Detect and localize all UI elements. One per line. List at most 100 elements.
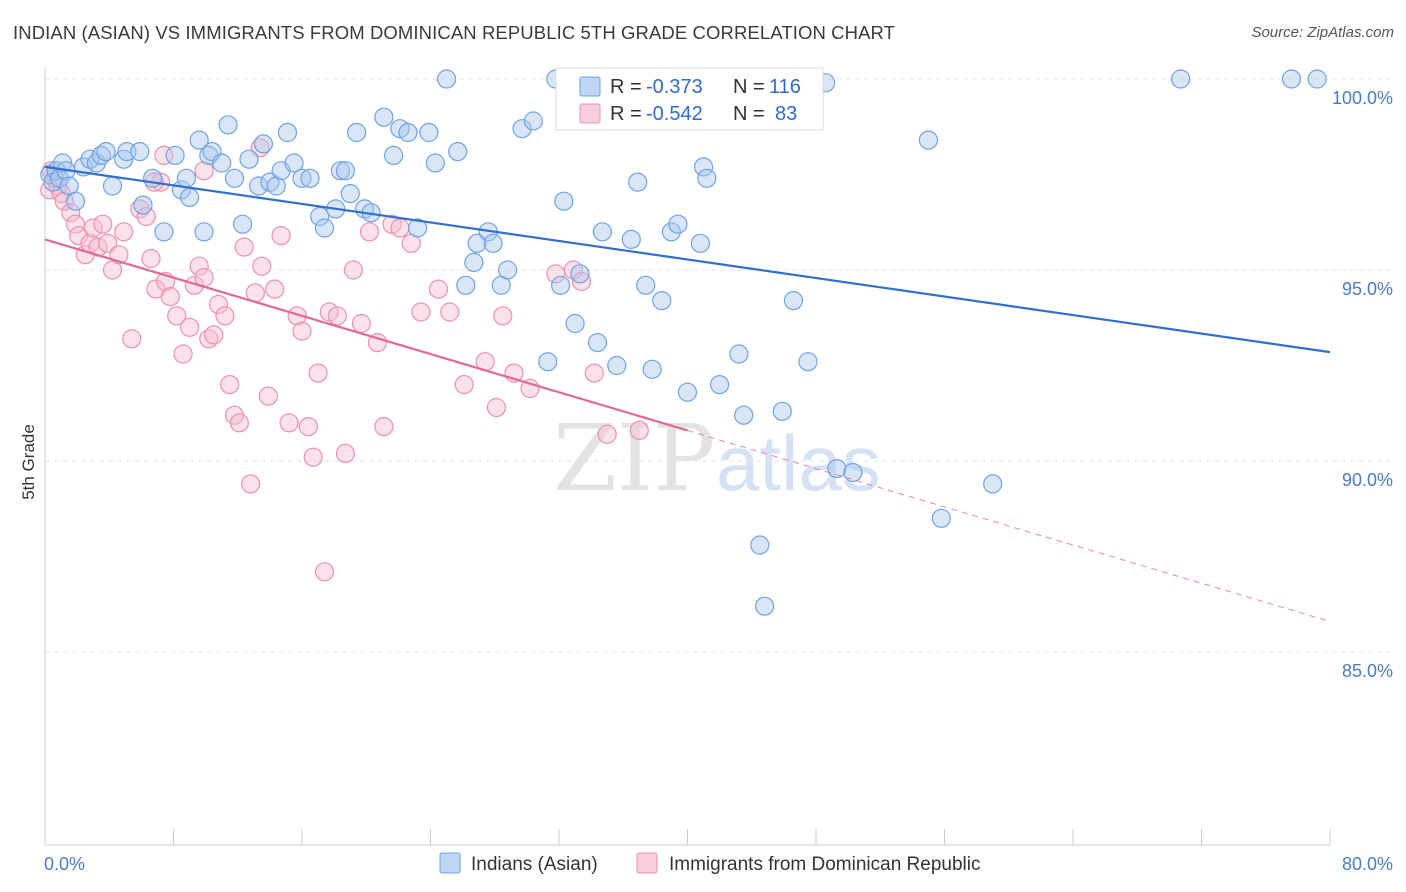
- y-tick-label-0: 100.0%: [1332, 88, 1393, 108]
- point-indian-67: [512, 119, 532, 139]
- point-dominican-35: [215, 306, 235, 326]
- point-dominican-6: [61, 203, 81, 223]
- point-indian-30: [224, 168, 245, 188]
- point-dominican-27: [173, 344, 193, 364]
- point-indian-82: [652, 291, 672, 311]
- x-tick-label-1: 80.0%: [1342, 854, 1393, 874]
- point-indian-52: [384, 145, 404, 165]
- point-dominican-33: [204, 325, 224, 345]
- point-indian-76: [592, 222, 613, 242]
- stats-n-value-blue: 116: [769, 76, 801, 98]
- point-indian-73: [565, 313, 585, 334]
- stats-r-value-blue: -0.373: [646, 76, 703, 98]
- trend-line-indian: [44, 165, 1331, 354]
- point-dominican-30: [189, 256, 209, 276]
- point-dominican-46: [279, 413, 299, 433]
- point-dominican-81: [194, 161, 214, 181]
- point-dominican-51: [308, 363, 328, 383]
- stats-n-label-pink: N =: [733, 103, 765, 125]
- point-indian-51: [374, 107, 394, 127]
- point-indian-88: [697, 168, 717, 188]
- point-dominican-69: [486, 397, 506, 418]
- point-indian-101: [931, 508, 951, 528]
- point-indian-81: [642, 359, 662, 379]
- point-dominican-29: [184, 275, 204, 295]
- point-indian-19: [154, 222, 174, 242]
- point-indian-45: [330, 161, 351, 181]
- point-dominican-21: [141, 248, 161, 269]
- point-indian-105: [1307, 69, 1327, 89]
- point-indian-64: [483, 233, 503, 253]
- point-indian-74: [570, 264, 590, 284]
- point-dominican-78: [629, 420, 649, 440]
- point-indian-31: [233, 214, 253, 234]
- point-indian-22: [176, 168, 196, 188]
- stats-r-label-pink: R =: [610, 103, 642, 125]
- point-indian-68: [523, 111, 543, 131]
- y-tick-label-3: 85.0%: [1342, 661, 1393, 681]
- point-indian-39: [284, 153, 304, 173]
- y-tick-label-1: 95.0%: [1342, 279, 1393, 299]
- point-dominican-18: [122, 329, 142, 349]
- point-indian-55: [408, 218, 428, 238]
- point-indian-85: [677, 382, 698, 402]
- point-indian-86: [690, 233, 711, 253]
- trend-extension-dominican: [687, 429, 1331, 622]
- point-indian-66: [498, 260, 518, 280]
- point-dominican-80: [154, 145, 174, 165]
- point-dominican-28: [180, 317, 200, 337]
- point-indian-89: [709, 375, 730, 395]
- point-dominican-26: [167, 306, 187, 326]
- watermark: ZIP atlas: [553, 405, 881, 512]
- legend-swatch-dominican: [636, 852, 658, 874]
- point-indian-103: [1170, 69, 1191, 89]
- point-indian-91: [734, 405, 754, 425]
- point-indian-93: [754, 596, 775, 616]
- point-indian-62: [467, 233, 487, 253]
- point-indian-90: [729, 344, 749, 364]
- x-tick-labels: 0.0% 80.0%: [44, 854, 1393, 874]
- point-indian-7: [65, 191, 86, 211]
- point-dominican-67: [454, 375, 474, 395]
- point-dominican-75: [571, 271, 592, 292]
- point-indian-32: [239, 149, 259, 169]
- point-indian-95: [783, 291, 804, 311]
- legend-label-dominican: Immigrants from Dominican Republic: [669, 854, 981, 875]
- axes: [44, 67, 1331, 846]
- point-dominican-40: [241, 474, 261, 494]
- point-dominican-65: [428, 279, 449, 299]
- y-tick-labels: 100.0% 95.0% 90.0% 85.0%: [1332, 88, 1393, 681]
- point-indian-58: [437, 69, 457, 89]
- point-indian-43: [314, 218, 335, 238]
- point-dominican-54: [327, 306, 347, 326]
- stats-r-value-pink: -0.542: [646, 103, 703, 125]
- point-indian-60: [456, 275, 476, 295]
- point-indian-54: [398, 122, 418, 143]
- point-indian-94: [772, 401, 792, 421]
- point-indian-29: [218, 115, 238, 135]
- point-dominican-19: [130, 199, 150, 219]
- point-indian-77: [607, 355, 627, 376]
- point-indian-34: [253, 134, 273, 154]
- point-dominican-56: [343, 260, 363, 280]
- point-indian-84: [668, 214, 688, 234]
- point-indian-80: [636, 275, 656, 295]
- trend-line-dominican: [44, 238, 688, 432]
- point-dominican-70: [493, 306, 513, 326]
- source-credit: Source: ZipAtlas.com: [1251, 24, 1394, 41]
- point-indian-20: [165, 145, 185, 165]
- stats-swatch-pink: [579, 103, 601, 124]
- point-indian-13: [102, 176, 123, 196]
- point-indian-28: [212, 153, 232, 173]
- x-tick-label-0: 0.0%: [44, 854, 85, 874]
- point-dominican-17: [114, 222, 134, 242]
- stats-box: R = -0.373 N = 116 R = -0.542 N = 83: [555, 67, 824, 131]
- point-indian-102: [983, 474, 1003, 494]
- stats-box-frame: [555, 67, 824, 131]
- point-dominican-44: [265, 279, 285, 299]
- point-dominican-55: [335, 443, 355, 463]
- point-indian-56: [419, 122, 439, 143]
- point-dominican-58: [359, 222, 380, 242]
- watermark-zip: ZIP: [553, 405, 715, 512]
